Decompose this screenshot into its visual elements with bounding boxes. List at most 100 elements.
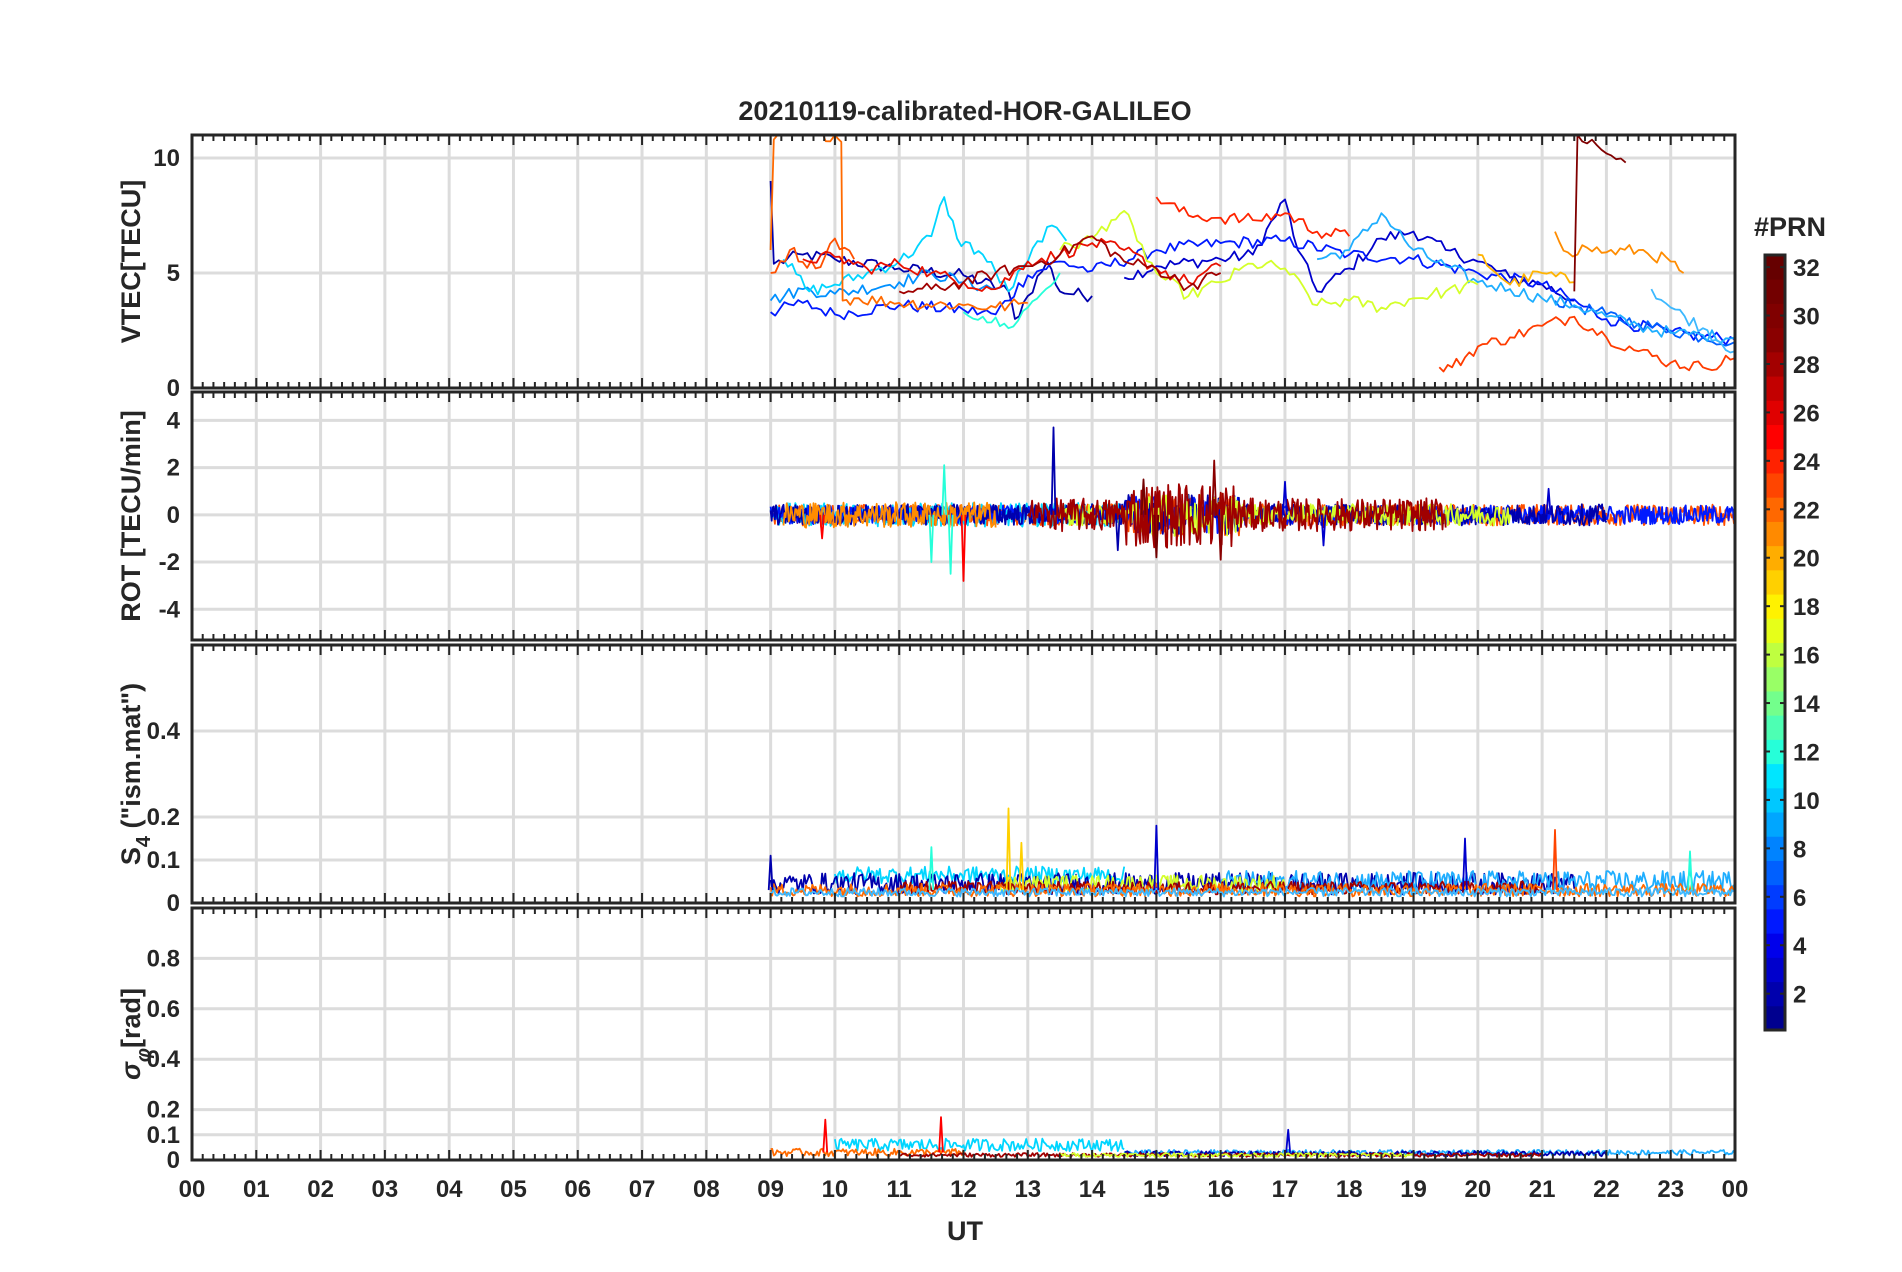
- vtec-series-prn-32: [1573, 135, 1627, 292]
- colorbar-swatch: [1765, 763, 1785, 789]
- x-tick-label: 04: [436, 1176, 463, 1203]
- x-tick-label: 17: [1272, 1176, 1299, 1203]
- vtec-series-prn-3: [1123, 198, 1575, 302]
- x-tick-label: 06: [564, 1176, 591, 1203]
- y-tick-label: 0.1: [147, 847, 180, 874]
- sigma-spike: [938, 1116, 944, 1153]
- colorbar-tick-label: 2: [1793, 982, 1806, 1009]
- x-tick-label: 22: [1593, 1176, 1620, 1203]
- colorbar-swatch: [1765, 618, 1785, 643]
- x-tick-label: 01: [243, 1176, 270, 1203]
- colorbar-swatch: [1765, 715, 1785, 740]
- x-tick-label: 12: [950, 1176, 977, 1203]
- y-tick-label: 5: [167, 260, 180, 287]
- colorbar-tick-label: 8: [1793, 836, 1806, 863]
- colorbar-frame: [1763, 253, 1787, 1032]
- panel-rot: -4 -2 0 2 4 ROT [TECU/min]: [116, 390, 1737, 642]
- colorbar-tick-label: 26: [1793, 400, 1820, 427]
- colorbar-tick-label: 22: [1793, 497, 1820, 524]
- x-tick-label: 07: [629, 1176, 656, 1203]
- data-sigma: [770, 1116, 1735, 1158]
- colorbar-tick-label: 28: [1793, 352, 1820, 379]
- colorbar-swatch: [1765, 933, 1785, 958]
- y-tick-label: 0.4: [147, 718, 181, 745]
- colorbar-swatch: [1765, 812, 1785, 837]
- vtec-series-prn-25: [769, 135, 1028, 312]
- rot-spike: [1140, 478, 1147, 515]
- x-tick-label: 15: [1143, 1176, 1170, 1203]
- vtec-series-prn-26: [770, 237, 855, 274]
- colorbar-swatch: [1765, 666, 1785, 692]
- x-tick-label: 05: [500, 1176, 527, 1203]
- sigma-spike: [822, 1118, 829, 1153]
- rot-spike: [1211, 459, 1218, 515]
- y-tick-label: 0.2: [147, 1097, 180, 1124]
- colorbar-tick-label: 10: [1793, 788, 1820, 815]
- colorbar-tick-label: 18: [1793, 594, 1820, 621]
- y-tick-label: 2: [167, 455, 180, 482]
- colorbar-swatch: [1765, 981, 1785, 1007]
- vtec-series-prn-27: [1438, 315, 1735, 373]
- x-tick-label: 18: [1336, 1176, 1363, 1203]
- colorbar-tick-label: 20: [1793, 546, 1820, 573]
- colorbar-swatch: [1765, 545, 1785, 571]
- y-tick-label: 4: [167, 407, 181, 434]
- y-tick-label: 0: [167, 502, 180, 529]
- y-tick-label: 0.2: [147, 804, 180, 831]
- colorbar-swatch: [1765, 351, 1785, 377]
- colorbar-swatch: [1765, 279, 1785, 304]
- colorbar-label: #PRN: [1754, 212, 1826, 242]
- colorbar-swatch: [1765, 787, 1785, 813]
- colorbar-swatch: [1765, 884, 1785, 910]
- rot-series-prn-31: [1027, 483, 1447, 549]
- rot-spike: [819, 514, 825, 540]
- colorbar-swatch: [1765, 472, 1785, 498]
- colorbar-swatch: [1765, 327, 1785, 353]
- y-tick-label: 0.6: [147, 996, 180, 1023]
- y-tick-label: 0: [167, 375, 180, 402]
- panel-vtec: 0 5 10 VTEC[TECU]: [116, 133, 1737, 402]
- colorbar-swatch: [1765, 448, 1785, 474]
- s4-spike: [1153, 824, 1160, 891]
- sigma-series-prn-12: [834, 1137, 1125, 1152]
- y-tick-label: -2: [159, 549, 180, 576]
- s4-spike: [767, 854, 774, 891]
- y-tick-label: 0.4: [147, 1046, 181, 1073]
- vtec-series-prn-22: [1477, 253, 1575, 287]
- rot-spike: [960, 514, 967, 582]
- colorbar-swatch: [1765, 424, 1785, 450]
- colorbar-swatch: [1765, 255, 1785, 280]
- y-axis-label-s4: S4 ("ism.mat"): [116, 683, 155, 865]
- colorbar-swatch: [1765, 739, 1785, 765]
- s4-spike: [1462, 837, 1468, 891]
- colorbar-swatch: [1765, 400, 1785, 426]
- vtec-series-prn-2: [769, 180, 1093, 320]
- colorbar-tick-label: 30: [1793, 304, 1820, 331]
- rot-spike: [928, 514, 935, 563]
- x-tick-label: 16: [1207, 1176, 1234, 1203]
- data-s4: [767, 807, 1735, 898]
- x-tick-label: 19: [1400, 1176, 1427, 1203]
- y-tick-label: -4: [159, 596, 181, 623]
- colorbar-tick-label: 12: [1793, 739, 1820, 766]
- sigma-spike: [1285, 1128, 1291, 1153]
- vtec-series-prn-14: [962, 272, 1061, 330]
- rot-series-prn-23: [782, 501, 997, 529]
- x-tick-label: 11: [887, 1176, 912, 1203]
- y-tick-label: 0: [167, 890, 180, 917]
- vtec-series-prn-4: [770, 234, 1735, 346]
- s4-spike: [1687, 850, 1693, 891]
- colorbar-tick-label: 14: [1793, 691, 1820, 718]
- rot-spike: [941, 464, 947, 515]
- x-tick-label: 10: [822, 1176, 849, 1203]
- vtec-series-prn-8: [769, 269, 996, 304]
- s4-series-prn-10: [770, 887, 1735, 898]
- x-tick-label: 00: [179, 1176, 206, 1203]
- vtec-series-prn-12: [782, 196, 1068, 296]
- y-tick-label: 0: [167, 1147, 180, 1174]
- x-axis-label: UT: [947, 1216, 983, 1246]
- vtec-series-prn-19: [1059, 210, 1479, 313]
- x-tick-label: 13: [1014, 1176, 1041, 1203]
- rot-spike: [1153, 514, 1160, 559]
- s4-spike: [1552, 829, 1558, 891]
